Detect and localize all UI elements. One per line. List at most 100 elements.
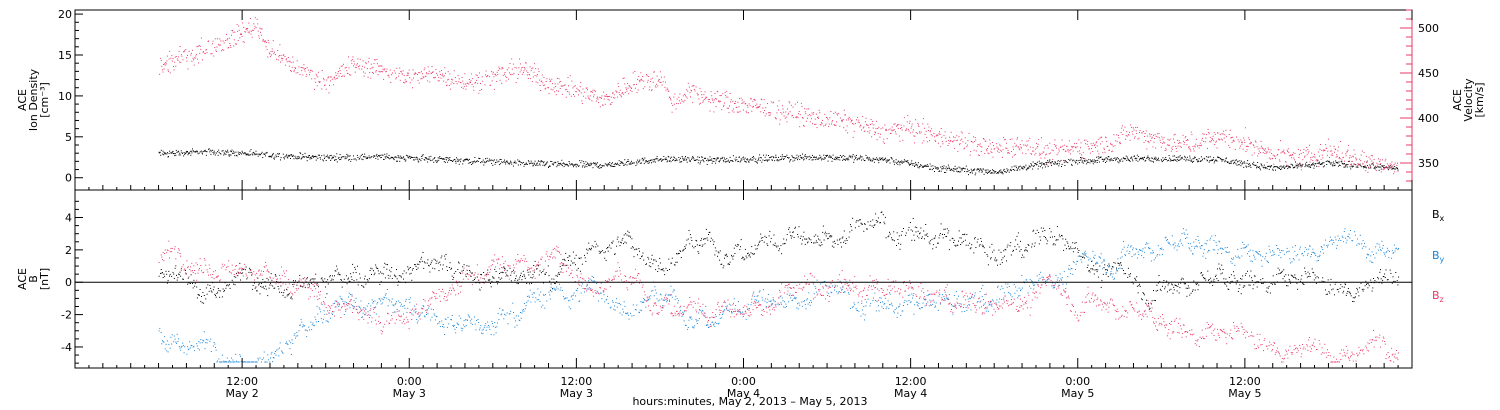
data-point — [924, 127, 925, 129]
data-point — [977, 238, 979, 240]
data-point — [271, 48, 273, 50]
data-point — [438, 157, 440, 159]
data-point — [413, 159, 415, 161]
data-point — [1219, 134, 1221, 136]
data-point — [889, 231, 890, 233]
data-point — [515, 278, 517, 279]
data-point — [380, 281, 382, 283]
data-point — [817, 116, 819, 118]
data-point — [1015, 239, 1017, 241]
data-point — [429, 81, 431, 83]
data-point — [1121, 127, 1123, 129]
data-point — [725, 255, 727, 257]
data-point — [608, 99, 610, 101]
data-point — [607, 96, 608, 98]
data-point — [852, 136, 854, 138]
data-point — [631, 160, 632, 162]
data-point — [596, 97, 598, 99]
data-point — [426, 73, 428, 75]
data-point — [604, 163, 606, 165]
data-point — [1045, 238, 1047, 240]
data-point — [558, 78, 560, 80]
data-point — [520, 69, 522, 71]
data-point — [444, 161, 446, 163]
data-point — [485, 161, 487, 163]
data-point — [268, 52, 270, 54]
data-point — [1069, 160, 1071, 162]
data-point — [184, 153, 186, 155]
data-point — [736, 111, 738, 113]
data-point — [405, 272, 407, 274]
data-point — [167, 69, 169, 71]
data-point — [739, 110, 741, 112]
data-point — [1189, 155, 1191, 157]
data-point — [494, 268, 496, 270]
data-point — [213, 153, 215, 155]
data-point — [791, 115, 793, 117]
data-point — [930, 168, 932, 170]
data-point — [562, 163, 564, 165]
data-point — [638, 80, 640, 82]
data-point — [548, 166, 550, 167]
data-point — [1229, 129, 1231, 131]
data-point — [1098, 161, 1100, 163]
data-point — [916, 164, 918, 166]
data-point — [695, 239, 697, 241]
data-point — [369, 72, 371, 74]
data-point — [162, 272, 163, 274]
data-point — [403, 81, 405, 83]
data-point — [229, 42, 231, 44]
data-point — [1332, 165, 1334, 167]
data-point — [802, 236, 804, 238]
data-point — [805, 156, 807, 158]
data-point — [967, 140, 969, 142]
data-point — [319, 81, 321, 83]
data-point — [1249, 164, 1251, 166]
data-point — [478, 92, 480, 94]
data-point — [1378, 158, 1379, 160]
data-point — [1134, 155, 1135, 157]
data-point — [335, 159, 337, 161]
data-point — [1009, 139, 1011, 140]
data-point — [538, 265, 540, 267]
data-point — [1151, 136, 1153, 138]
data-point — [1308, 150, 1310, 152]
data-point — [714, 254, 716, 256]
data-point — [1092, 159, 1094, 161]
data-point — [1050, 163, 1052, 165]
data-point — [1096, 156, 1098, 158]
data-point — [621, 92, 623, 94]
data-point — [940, 223, 942, 225]
data-point — [657, 85, 659, 87]
data-point — [1389, 168, 1391, 170]
data-point — [816, 127, 818, 129]
data-point — [819, 112, 821, 114]
data-point — [780, 112, 782, 113]
data-point — [237, 30, 239, 32]
data-point — [502, 68, 504, 69]
data-point — [1280, 152, 1282, 154]
data-point — [1355, 164, 1357, 166]
data-point — [572, 251, 574, 253]
data-point — [1083, 158, 1085, 159]
data-point — [1063, 144, 1065, 146]
data-point — [1365, 170, 1367, 172]
data-point — [378, 273, 380, 275]
data-point — [304, 70, 306, 72]
data-point — [1044, 154, 1046, 156]
data-point — [942, 168, 944, 170]
data-point — [617, 83, 619, 84]
data-point — [639, 162, 641, 164]
data-point — [1340, 160, 1342, 162]
data-point — [327, 279, 329, 281]
data-point — [1228, 134, 1230, 135]
data-point — [700, 161, 701, 163]
data-point — [915, 162, 917, 164]
data-point — [674, 93, 676, 95]
data-point — [1135, 127, 1137, 129]
data-point — [1326, 147, 1328, 149]
data-point — [476, 79, 478, 81]
data-point — [332, 275, 333, 277]
data-point — [334, 159, 335, 161]
data-point — [166, 282, 168, 284]
